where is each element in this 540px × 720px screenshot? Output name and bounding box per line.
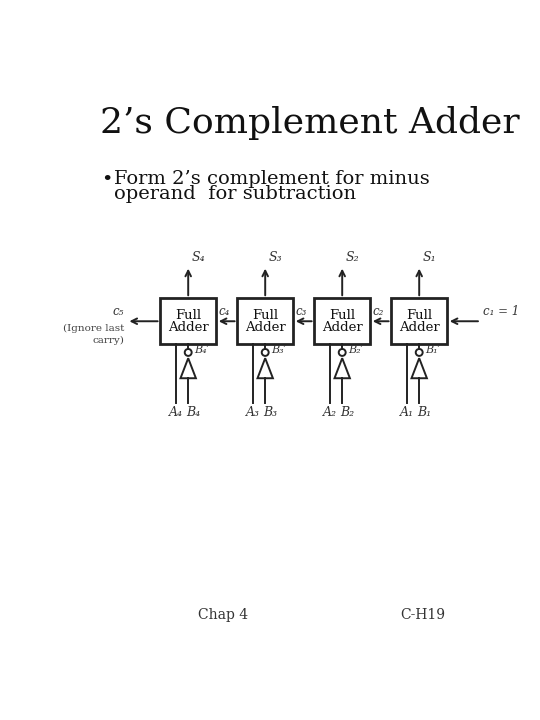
Text: Adder: Adder — [399, 321, 440, 334]
Text: Adder: Adder — [322, 321, 362, 334]
Text: B₁′: B₁′ — [425, 345, 440, 355]
Text: B₁: B₁ — [417, 406, 431, 419]
Text: Form 2’s complement for minus: Form 2’s complement for minus — [113, 169, 429, 187]
Text: Full: Full — [406, 309, 432, 322]
Text: •: • — [101, 171, 112, 189]
Text: B₂′: B₂′ — [348, 345, 363, 355]
Text: S₄: S₄ — [191, 251, 205, 264]
Text: Adder: Adder — [168, 321, 208, 334]
Text: c₁ = 1: c₁ = 1 — [483, 305, 519, 318]
Bar — [238, 298, 293, 344]
Text: (Ignore last
carry): (Ignore last carry) — [63, 324, 124, 346]
Bar — [392, 298, 447, 344]
Text: c₃: c₃ — [295, 305, 307, 318]
Text: A₄: A₄ — [169, 406, 183, 419]
Text: operand  for subtraction: operand for subtraction — [113, 185, 356, 203]
Text: c₄: c₄ — [218, 305, 230, 318]
Text: B₂: B₂ — [340, 406, 354, 419]
Text: B₄: B₄ — [186, 406, 200, 419]
Text: C-H19: C-H19 — [401, 608, 446, 622]
Text: B₄′: B₄′ — [194, 345, 209, 355]
Text: S₁: S₁ — [422, 251, 436, 264]
Text: B₃: B₃ — [263, 406, 277, 419]
Text: A₁: A₁ — [400, 406, 414, 419]
Text: Adder: Adder — [245, 321, 286, 334]
Text: c₂: c₂ — [372, 305, 383, 318]
Text: A₃: A₃ — [246, 406, 260, 419]
Text: c₅: c₅ — [113, 305, 124, 318]
Text: A₂: A₂ — [323, 406, 337, 419]
Bar — [314, 298, 370, 344]
Text: 2’s Complement Adder: 2’s Complement Adder — [100, 107, 519, 140]
Bar — [160, 298, 216, 344]
Text: Full: Full — [175, 309, 201, 322]
Text: B₃′: B₃′ — [271, 345, 286, 355]
Text: Chap 4: Chap 4 — [198, 608, 248, 622]
Text: Full: Full — [252, 309, 278, 322]
Text: Full: Full — [329, 309, 355, 322]
Text: S₂: S₂ — [345, 251, 359, 264]
Text: S₃: S₃ — [268, 251, 282, 264]
